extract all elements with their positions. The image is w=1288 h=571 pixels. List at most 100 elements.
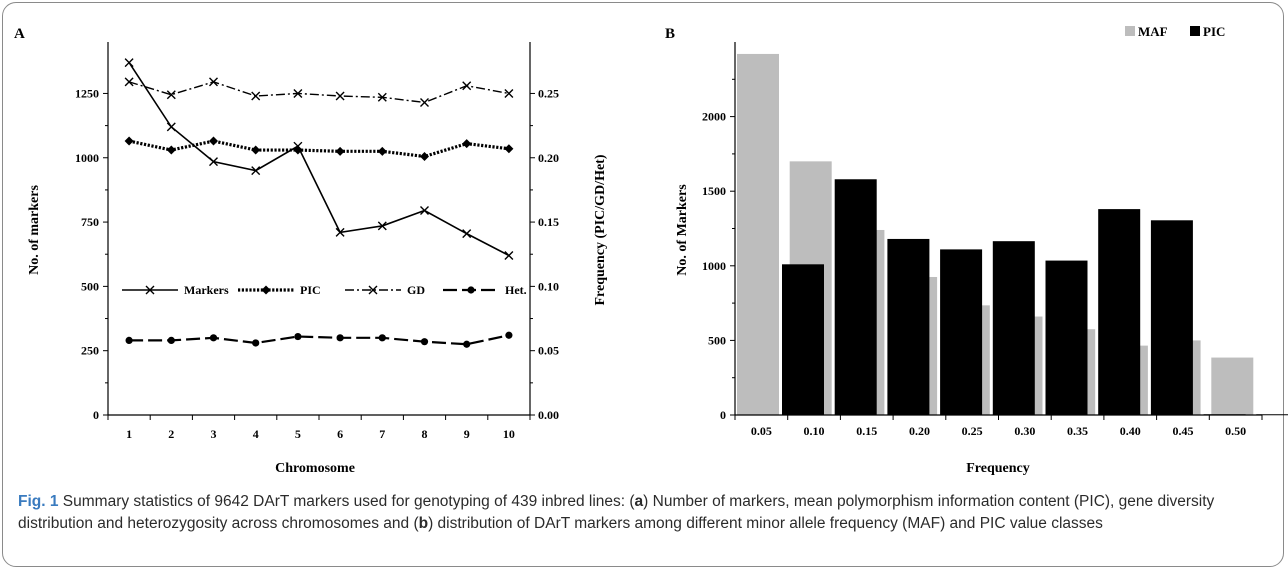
series-markers-point xyxy=(462,229,472,239)
series-markers-point xyxy=(335,227,345,237)
series-gd-point xyxy=(209,77,218,87)
series-pic-point xyxy=(420,151,429,161)
series-markers-point xyxy=(377,221,387,231)
panel-b-ytick-label: 500 xyxy=(708,333,726,347)
series-gd-point xyxy=(293,88,303,98)
bar-pic xyxy=(782,264,824,415)
panel-a-ytick-right-label: 0.25 xyxy=(538,86,559,100)
series-markers-point xyxy=(124,58,134,68)
panel-b-ytick-label: 0 xyxy=(720,408,726,422)
panel-a-xtick-label: 8 xyxy=(422,427,428,441)
series-pic-point xyxy=(377,146,387,156)
panel-a-ytick-label: 250 xyxy=(81,344,99,358)
legend-maf-label: MAF xyxy=(1138,24,1168,39)
figure-caption: Fig. 1 Summary statistics of 9642 DArT m… xyxy=(18,491,1273,535)
series-markers-point xyxy=(420,205,429,215)
series-gd-point xyxy=(166,90,176,100)
panel-b-plot: 0 500 1000 1500 2000 0.05 0.10 0.15 0.20 0.25 0.30… xyxy=(702,24,1288,438)
panel-a-ylabel: No. of markers xyxy=(27,185,42,275)
series-gd-point xyxy=(335,91,345,101)
panel-b-xtick-label: 0.35 xyxy=(1067,424,1088,438)
panel-b-xtick-label: 0.10 xyxy=(804,424,825,438)
series-markers-point xyxy=(504,251,514,261)
series-het-point xyxy=(167,336,175,344)
legend-gd-label: GD xyxy=(407,283,425,297)
series-markers-point xyxy=(251,166,261,176)
panel-b-label: B xyxy=(665,26,675,42)
panel-a-ytick-right-label: 0.00 xyxy=(538,408,559,422)
panel-a-xlabel: Chromosome xyxy=(275,461,355,476)
panel-a-ytick-label: 1250 xyxy=(75,86,99,100)
panel-b-xtick-label: 0.15 xyxy=(856,424,877,438)
panel-b-ytick-label: 2000 xyxy=(702,110,726,124)
panel-a-plot: 0 250 500 750 1000 1250 0.00 0.05 0.10 0.15 0.20 0.… xyxy=(75,42,559,441)
panel-b-xtick-label: 0.50 xyxy=(1225,424,1246,438)
series-pic-point xyxy=(293,145,303,155)
series-pic-point xyxy=(462,139,472,149)
series-het-point xyxy=(463,340,471,348)
legend-het-point xyxy=(467,286,475,294)
series-gd-point xyxy=(504,88,514,98)
series-gd-point xyxy=(377,92,387,102)
series-het-point xyxy=(378,334,386,342)
panel-a-label: A xyxy=(14,26,25,42)
panel-b-xtick-label: 0.45 xyxy=(1172,424,1193,438)
series-pic-point xyxy=(335,146,345,156)
panel-a-ytick-label: 0 xyxy=(93,408,99,422)
legend-pic-label: PIC xyxy=(300,283,321,297)
series-pic-point xyxy=(209,136,218,146)
panel-a-ytick-label: 500 xyxy=(81,279,99,293)
series-pic-point xyxy=(124,136,134,146)
panel-b-ylabel: No. of Markers xyxy=(675,184,690,276)
series-het-point xyxy=(505,331,513,339)
panel-b-xtick-label: 0.05 xyxy=(751,424,772,438)
caption-text-1: Summary statistics of 9642 DArT markers … xyxy=(58,493,635,510)
bar-maf xyxy=(1211,357,1254,415)
series-het-point xyxy=(420,338,429,346)
panel-b-xtick-label: 0.30 xyxy=(1014,424,1035,438)
panel-a-ytick-right-label: 0.10 xyxy=(538,279,559,293)
panel-a-xtick-label: 9 xyxy=(464,427,470,441)
legend-pic-swatch xyxy=(1190,26,1200,36)
legend-pic-label: PIC xyxy=(1203,24,1225,39)
panel-a-ytick-right-label: 0.15 xyxy=(538,215,559,229)
bar-pic xyxy=(834,179,877,415)
series-pic-line xyxy=(128,139,510,159)
series-pic-point xyxy=(166,145,176,155)
panel-a-xtick-label: 5 xyxy=(295,427,301,441)
series-markers-point xyxy=(166,122,176,132)
series-gd-point xyxy=(420,97,429,107)
series-gd-point xyxy=(462,81,472,91)
figure-charts: A Chromosome No. of markers Frequency (P… xyxy=(14,24,1288,476)
bar-maf xyxy=(737,53,779,415)
panel-b-xlabel: Frequency xyxy=(966,461,1030,476)
series-het-point xyxy=(294,332,302,341)
panel-a-xtick-label: 7 xyxy=(379,427,385,441)
panel-a-ytick-right-label: 0.20 xyxy=(538,151,559,165)
panel-b-xtick-label: 0.20 xyxy=(909,424,930,438)
bar-pic xyxy=(887,238,930,415)
caption-text-2: ) Number of markers, mean polymorphism i… xyxy=(18,493,1215,532)
panel-b-ytick-label: 1500 xyxy=(702,184,726,198)
bar-pic xyxy=(1256,414,1288,416)
panel-a-ytick-label: 1000 xyxy=(75,151,99,165)
series-gd-point xyxy=(124,77,134,87)
caption-text-3: ) distribution of DArT markers among dif… xyxy=(428,515,1103,532)
series-het-point xyxy=(125,336,133,344)
panel-a-ylabel-right: Frequency (PIC/GD/Het) xyxy=(593,154,608,305)
legend-markers-label: Markers xyxy=(184,283,229,297)
panel-b-xtick-label: 0.25 xyxy=(962,424,983,438)
series-het-point xyxy=(336,334,344,342)
series-markers-point xyxy=(209,157,218,167)
panel-a-ytick-right-label: 0.05 xyxy=(538,344,559,358)
panel-a-xtick-label: 3 xyxy=(211,427,217,441)
caption-b: b xyxy=(418,515,429,532)
bar-pic xyxy=(1150,220,1193,415)
series-het-point xyxy=(209,334,218,342)
bar-pic xyxy=(1098,209,1141,415)
series-het-point xyxy=(252,339,260,347)
bar-pic xyxy=(940,249,983,415)
series-pic-point xyxy=(251,145,261,155)
panel-a-ytick-label: 750 xyxy=(81,215,99,229)
